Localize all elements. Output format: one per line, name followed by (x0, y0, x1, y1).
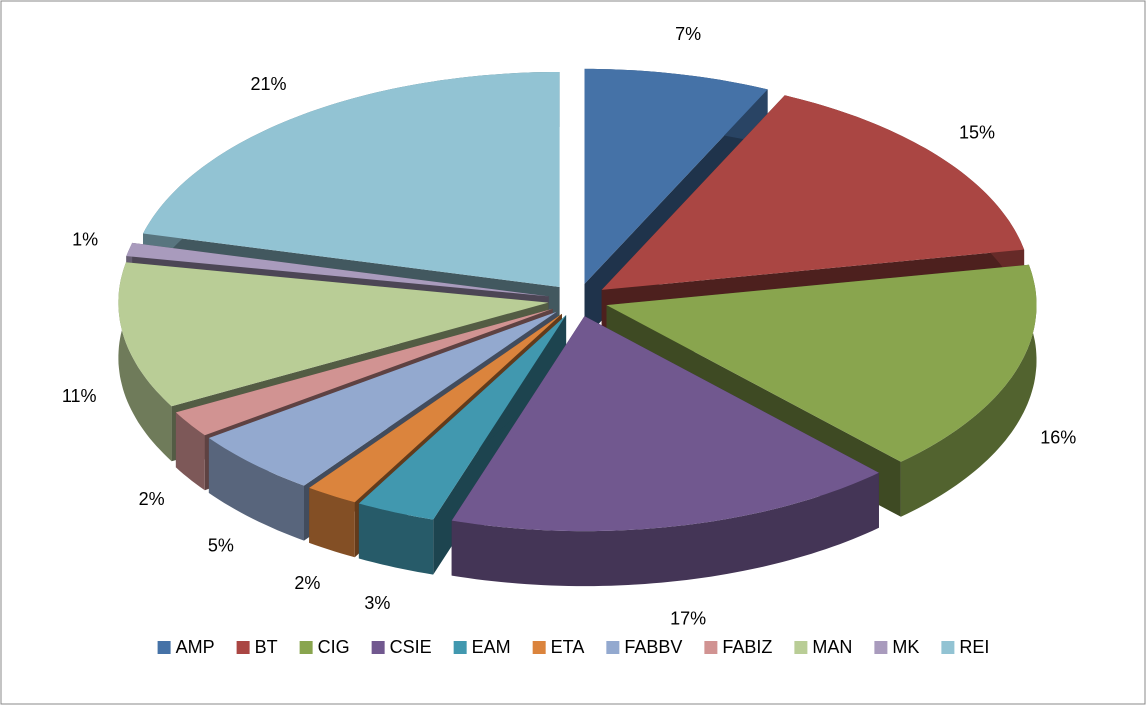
pie (118, 68, 1037, 587)
legend-swatch (532, 641, 546, 654)
data-labels: 7% 15% 16% 17% 3% 2% 5% 2% 11% 1% 21% (62, 24, 1076, 629)
slice-top (601, 95, 1025, 290)
legend-swatch (236, 641, 250, 654)
legend-label: FABIZ (722, 637, 772, 657)
slice-top (118, 262, 549, 407)
legend-swatch (606, 641, 620, 654)
slice-top (309, 313, 562, 503)
slice-top (358, 315, 567, 520)
data-label: 21% (250, 74, 286, 94)
data-label: 2% (139, 489, 165, 509)
legend-label: MAN (812, 637, 852, 657)
slice-top (126, 242, 549, 297)
slice-top (143, 72, 560, 287)
legend-swatch (299, 641, 313, 654)
legend-label: ETA (551, 637, 585, 657)
data-label: 17% (670, 609, 706, 629)
slice-wall (175, 412, 205, 491)
data-label: 11% (62, 386, 97, 406)
slice-wall (900, 264, 1037, 517)
legend-label: MK (892, 637, 919, 657)
legend-swatch (794, 641, 808, 654)
slice-wall (208, 438, 304, 541)
data-label: 3% (364, 593, 390, 613)
legend-swatch (874, 641, 888, 654)
data-label: 7% (675, 24, 701, 44)
legend-swatch (453, 641, 467, 654)
legend-swatch (157, 641, 171, 654)
slice-top (584, 68, 768, 284)
data-label: 2% (294, 573, 320, 593)
legend-label: BT (255, 637, 278, 657)
slice-top (606, 264, 1037, 462)
data-label: 15% (959, 122, 995, 142)
legend-label: CIG (318, 637, 350, 657)
slice-wall (358, 503, 434, 575)
slice-wall (451, 472, 879, 587)
legend-swatch (704, 641, 718, 654)
data-label: 16% (1040, 428, 1076, 448)
legend-label: CSIE (390, 637, 432, 657)
legend-label: AMP (176, 637, 215, 657)
data-label: 1% (72, 230, 98, 250)
slice-top (208, 311, 557, 486)
slice-top (175, 308, 553, 436)
slice-wall (309, 487, 355, 558)
legend-label: EAM (472, 637, 511, 657)
legend-label: REI (959, 637, 989, 657)
legend: AMP BT CIG CSIE EAM ETA FABBV FABIZ MAN MK REI (157, 637, 989, 657)
legend-swatch (371, 641, 385, 654)
slice-top (451, 316, 879, 532)
legend-swatch (941, 641, 955, 654)
slice-wall (118, 262, 172, 462)
legend-label: FABBV (624, 637, 682, 657)
data-label: 5% (208, 536, 234, 556)
